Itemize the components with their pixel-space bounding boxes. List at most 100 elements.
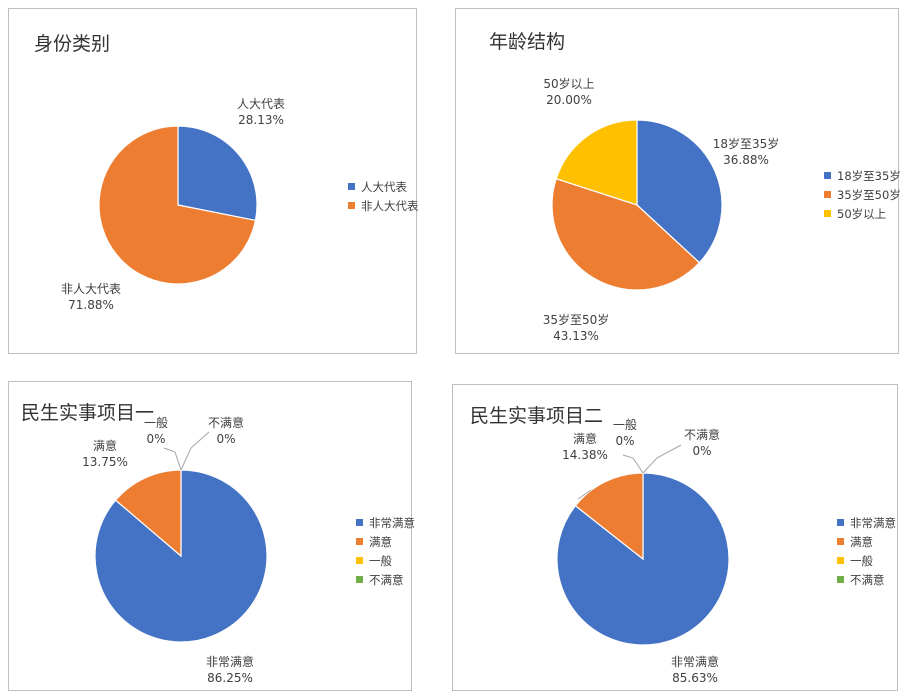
legend-item: 不满意 bbox=[356, 570, 415, 589]
chart-title: 民生实事项目二 bbox=[470, 405, 604, 427]
pie-slice-1 bbox=[94, 469, 268, 643]
data-label-category: 不满意 bbox=[207, 416, 245, 430]
data-label-value: 0% bbox=[615, 434, 635, 448]
legend-swatch bbox=[824, 172, 831, 179]
data-label: 50岁以上 20.00% bbox=[543, 76, 594, 108]
data-label-value: 13.75% bbox=[82, 455, 128, 469]
legend-label: 人大代表 bbox=[361, 179, 407, 194]
legend-swatch bbox=[356, 576, 363, 583]
leader-line-1 bbox=[577, 489, 592, 500]
data-label: 35岁至50岁 43.13% bbox=[543, 312, 610, 344]
legend-label: 35岁至50岁 bbox=[837, 187, 901, 202]
leader-line-1 bbox=[163, 447, 182, 471]
data-label-category: 人大代表 bbox=[236, 97, 286, 111]
data-label-value: 14.38% bbox=[562, 448, 608, 462]
data-label: 不满意 0% bbox=[684, 427, 720, 459]
legend-swatch bbox=[837, 576, 844, 583]
legend-item: 非常满意 bbox=[356, 513, 415, 532]
legend: 人大代表 非人大代表 bbox=[348, 177, 419, 215]
legend-item: 35岁至50岁 bbox=[824, 185, 901, 204]
data-label-category: 18岁至35岁 bbox=[712, 137, 780, 151]
data-label-value: 0% bbox=[146, 432, 166, 446]
data-label-value: 0% bbox=[692, 444, 712, 458]
data-label: 非常满意 85.63% bbox=[671, 654, 719, 686]
legend-label: 满意 bbox=[369, 534, 392, 549]
data-label: 一般 0% bbox=[613, 417, 637, 449]
data-label: 一般 0% bbox=[144, 415, 168, 447]
legend-swatch bbox=[837, 538, 844, 545]
data-label: 不满意 0% bbox=[208, 415, 244, 447]
legend-swatch bbox=[356, 538, 363, 545]
legend: 非常满意 满意 一般 不满意 bbox=[356, 513, 415, 589]
legend-swatch bbox=[824, 191, 831, 198]
data-label-category: 非常满意 bbox=[670, 655, 720, 669]
legend: 18岁至35岁 35岁至50岁 50岁以上 bbox=[824, 166, 901, 223]
data-label-category: 满意 bbox=[572, 432, 598, 446]
chart-panel-age: 年龄结构 18岁至35岁 36.88% 35岁至50岁 43.13% 50岁以上… bbox=[455, 8, 901, 354]
leader-line-2 bbox=[622, 454, 644, 474]
legend-item: 一般 bbox=[837, 551, 896, 570]
legend-label: 不满意 bbox=[369, 572, 404, 587]
pie-slice-2 bbox=[574, 472, 644, 561]
pie-slice-2 bbox=[98, 125, 257, 285]
pie-chart bbox=[556, 444, 730, 646]
pie-slice-2 bbox=[551, 177, 701, 291]
data-label-category: 50岁以上 bbox=[543, 77, 595, 91]
data-label-value: 20.00% bbox=[546, 93, 592, 107]
legend-swatch bbox=[356, 557, 363, 564]
legend-label: 50岁以上 bbox=[837, 206, 887, 221]
legend-item: 满意 bbox=[837, 532, 896, 551]
data-label-category: 一般 bbox=[143, 416, 169, 430]
legend-item: 人大代表 bbox=[348, 177, 419, 196]
legend-item: 非常满意 bbox=[837, 513, 896, 532]
data-label-value: 43.13% bbox=[553, 329, 599, 343]
pie-slice-2 bbox=[114, 469, 182, 558]
legend: 非常满意 满意 一般 不满意 bbox=[837, 513, 896, 589]
legend-label: 不满意 bbox=[850, 572, 885, 587]
leader-line-2 bbox=[180, 431, 210, 471]
data-label-category: 满意 bbox=[92, 439, 118, 453]
legend-label: 非常满意 bbox=[850, 515, 896, 530]
pie-chart bbox=[94, 431, 268, 643]
legend-label: 一般 bbox=[850, 553, 873, 568]
legend-swatch bbox=[356, 519, 363, 526]
pie-slice-1 bbox=[177, 125, 258, 222]
data-label-value: 71.88% bbox=[68, 298, 114, 312]
legend-item: 不满意 bbox=[837, 570, 896, 589]
leader-line-3 bbox=[642, 444, 682, 474]
data-label-value: 0% bbox=[216, 432, 236, 446]
chart-title: 身份类别 bbox=[34, 33, 111, 55]
pie-slice-1 bbox=[636, 119, 723, 264]
legend-swatch bbox=[837, 557, 844, 564]
data-label: 非人大代表 71.88% bbox=[61, 281, 121, 313]
legend-swatch bbox=[348, 202, 355, 209]
data-label: 人大代表 28.13% bbox=[237, 96, 285, 128]
data-label: 18岁至35岁 36.88% bbox=[713, 136, 780, 168]
data-label-value: 36.88% bbox=[723, 153, 769, 167]
legend-label: 一般 bbox=[369, 553, 392, 568]
legend-label: 非人大代表 bbox=[361, 198, 419, 213]
chart-title: 年龄结构 bbox=[489, 31, 566, 53]
data-label-value: 28.13% bbox=[238, 113, 284, 127]
data-label-value: 85.63% bbox=[672, 671, 718, 685]
chart-title: 民生实事项目一 bbox=[21, 402, 155, 424]
pie-chart bbox=[551, 119, 723, 291]
data-label-category: 非人大代表 bbox=[60, 282, 122, 296]
legend-swatch bbox=[824, 210, 831, 217]
legend-label: 非常满意 bbox=[369, 515, 415, 530]
legend-item: 非人大代表 bbox=[348, 196, 419, 215]
legend-item: 18岁至35岁 bbox=[824, 166, 901, 185]
chart-panel-project-two: 民生实事项目二 非常满意 85.63% 满意 14.38% 一般 0% 不满意 … bbox=[452, 384, 898, 691]
legend-item: 满意 bbox=[356, 532, 415, 551]
data-label-value: 86.25% bbox=[207, 671, 253, 685]
data-label: 满意 14.38% bbox=[562, 431, 608, 463]
legend-item: 50岁以上 bbox=[824, 204, 901, 223]
pie-slice-3 bbox=[555, 119, 638, 206]
data-label-category: 不满意 bbox=[683, 428, 721, 442]
legend-label: 18岁至35岁 bbox=[837, 168, 901, 183]
legend-swatch bbox=[348, 183, 355, 190]
data-label: 满意 13.75% bbox=[82, 438, 128, 470]
data-label-category: 一般 bbox=[612, 418, 638, 432]
legend-item: 一般 bbox=[356, 551, 415, 570]
legend-swatch bbox=[837, 519, 844, 526]
